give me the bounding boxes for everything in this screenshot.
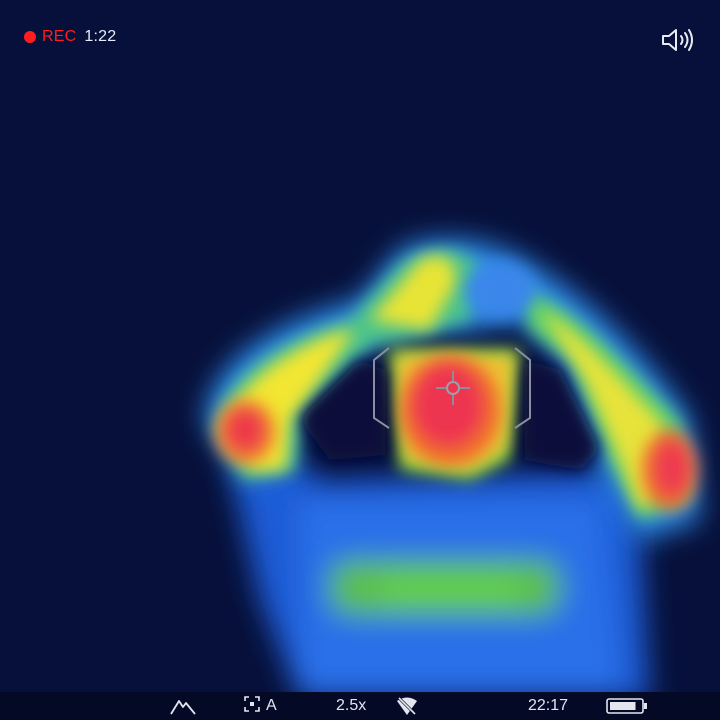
battery-icon <box>606 692 648 720</box>
mountain-icon[interactable] <box>170 692 196 720</box>
zoom-level[interactable]: 2.5x <box>336 697 367 714</box>
calibration-mode[interactable]: A <box>244 692 277 720</box>
calibration-mode-label: A <box>266 697 277 714</box>
battery-level-fill <box>610 702 636 710</box>
wifi-off-icon[interactable] <box>396 692 418 720</box>
calibration-icon <box>244 695 260 717</box>
recording-indicator: REC 1:22 <box>24 28 116 46</box>
recording-label: REC <box>42 28 77 45</box>
speaker-icon[interactable] <box>660 27 698 53</box>
recording-elapsed-time: 1:22 <box>84 28 117 45</box>
clock-time: 22:17 <box>528 697 569 714</box>
status-bar: A 2.5x 22:17 <box>0 692 720 720</box>
record-dot-icon <box>24 31 36 43</box>
